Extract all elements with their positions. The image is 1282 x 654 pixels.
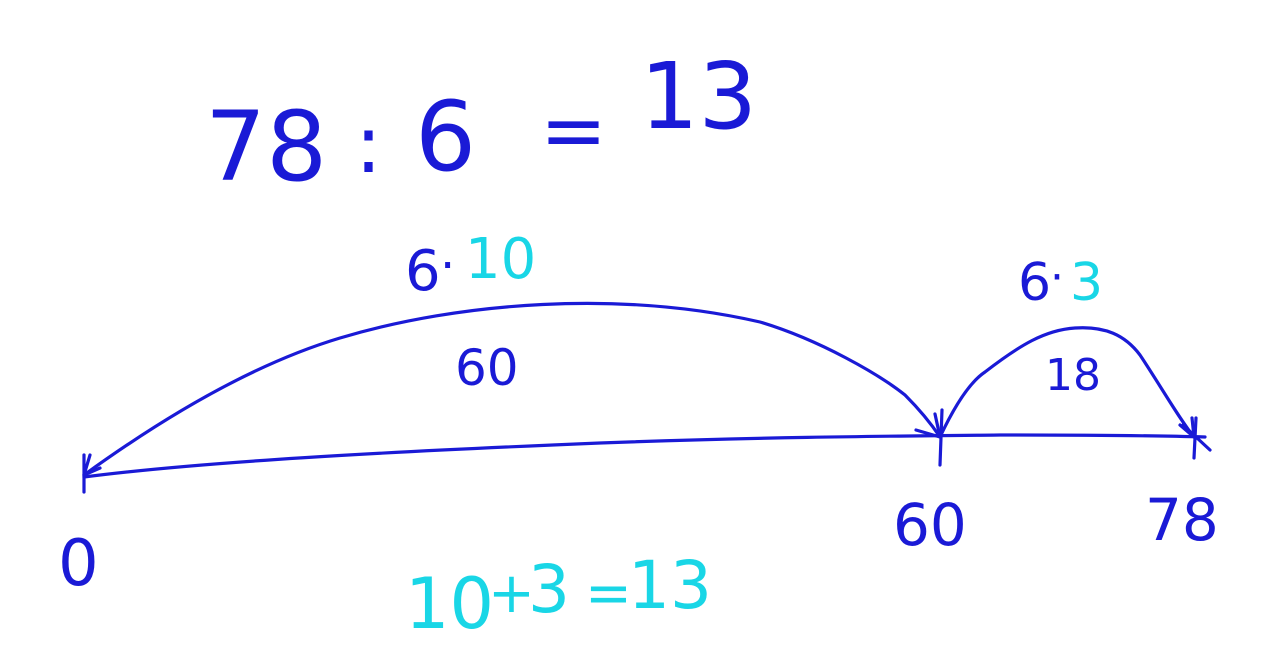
jump-1-dot: · <box>440 238 455 294</box>
arrowhead-small <box>1178 416 1196 439</box>
jump-arc-60 <box>82 301 942 477</box>
sum-equation: 10 + 3 = 13 <box>405 547 712 645</box>
jump-2-multiplier: 3 <box>1070 253 1103 313</box>
equation-quotient: 13 <box>640 43 757 150</box>
jump-2-dot: · <box>1050 252 1064 303</box>
sum-plus: + <box>488 561 535 626</box>
equation-equals: = <box>540 84 607 177</box>
sum-a: 10 <box>405 563 494 645</box>
jump-label-1: 6 · 10 60 <box>405 227 536 397</box>
jump-2-product: 18 <box>1045 350 1101 401</box>
jump-arc-curve-small <box>938 326 1196 439</box>
division-equation: 78 : 6 = 13 <box>205 43 757 203</box>
jump-label-2: 6 · 3 18 <box>1018 252 1103 401</box>
tick-label-0: 0 <box>58 527 99 601</box>
arrowhead-right <box>914 412 942 439</box>
sum-result: 13 <box>628 547 712 624</box>
jump-1-product: 60 <box>455 339 519 397</box>
equation-dividend: 78 <box>205 91 327 203</box>
jump-2-factor: 6 <box>1018 253 1051 313</box>
equation-operator: : <box>355 98 382 191</box>
jump-arc-curve <box>82 301 942 477</box>
sum-b: 3 <box>528 551 570 628</box>
tick-label-60: 60 <box>893 491 967 559</box>
tick-label-78: 78 <box>1145 486 1219 554</box>
tick-labels: 0 60 78 <box>58 486 1219 601</box>
jump-1-multiplier: 10 <box>465 227 536 292</box>
equation-divisor: 6 <box>415 81 476 193</box>
sum-equals: = <box>585 561 632 626</box>
jump-1-factor: 6 <box>405 239 441 304</box>
arrowhead-left <box>82 453 102 477</box>
number-line <box>82 408 1212 494</box>
jump-arc-18 <box>938 326 1196 439</box>
number-line-axis <box>82 433 1207 479</box>
